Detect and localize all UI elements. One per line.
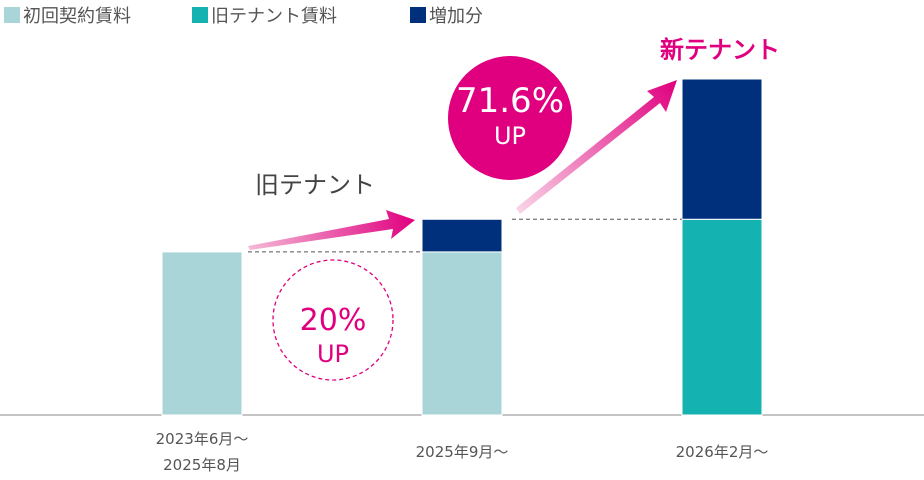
bar-segment bbox=[681, 218, 763, 416]
legend-item: 初回契約賃料 bbox=[4, 2, 131, 28]
highlight-circle bbox=[272, 259, 394, 381]
legend-item: 増加分 bbox=[410, 2, 483, 28]
legend-item: 旧テナント賃料 bbox=[192, 2, 337, 28]
x-tick-label: 2025年9月〜 bbox=[415, 443, 509, 461]
bar-segment bbox=[421, 218, 503, 253]
x-tick-label: 2023年6月〜 2025年8月 bbox=[155, 430, 249, 474]
arrow bbox=[248, 210, 415, 250]
legend-label: 初回契約賃料 bbox=[23, 6, 131, 27]
annotation: UP bbox=[317, 340, 349, 368]
bar-segment bbox=[421, 251, 503, 416]
legend-swatch bbox=[410, 7, 426, 23]
arrow bbox=[516, 80, 677, 214]
bar-segment bbox=[681, 78, 763, 220]
annotation: 71.6% bbox=[456, 81, 564, 121]
annotation: UP bbox=[494, 122, 526, 150]
legend-label: 旧テナント賃料 bbox=[211, 6, 337, 27]
annotation: 新テナント bbox=[660, 36, 780, 64]
annotation: 旧テナント bbox=[255, 171, 375, 199]
legend-label: 増加分 bbox=[429, 6, 483, 27]
legend-swatch bbox=[4, 7, 20, 23]
highlight-circle bbox=[448, 56, 572, 180]
bar-segment bbox=[161, 251, 243, 416]
legend-swatch bbox=[192, 7, 208, 23]
x-tick-label: 2026年2月〜 bbox=[675, 443, 769, 461]
annotation: 20% bbox=[300, 303, 367, 338]
